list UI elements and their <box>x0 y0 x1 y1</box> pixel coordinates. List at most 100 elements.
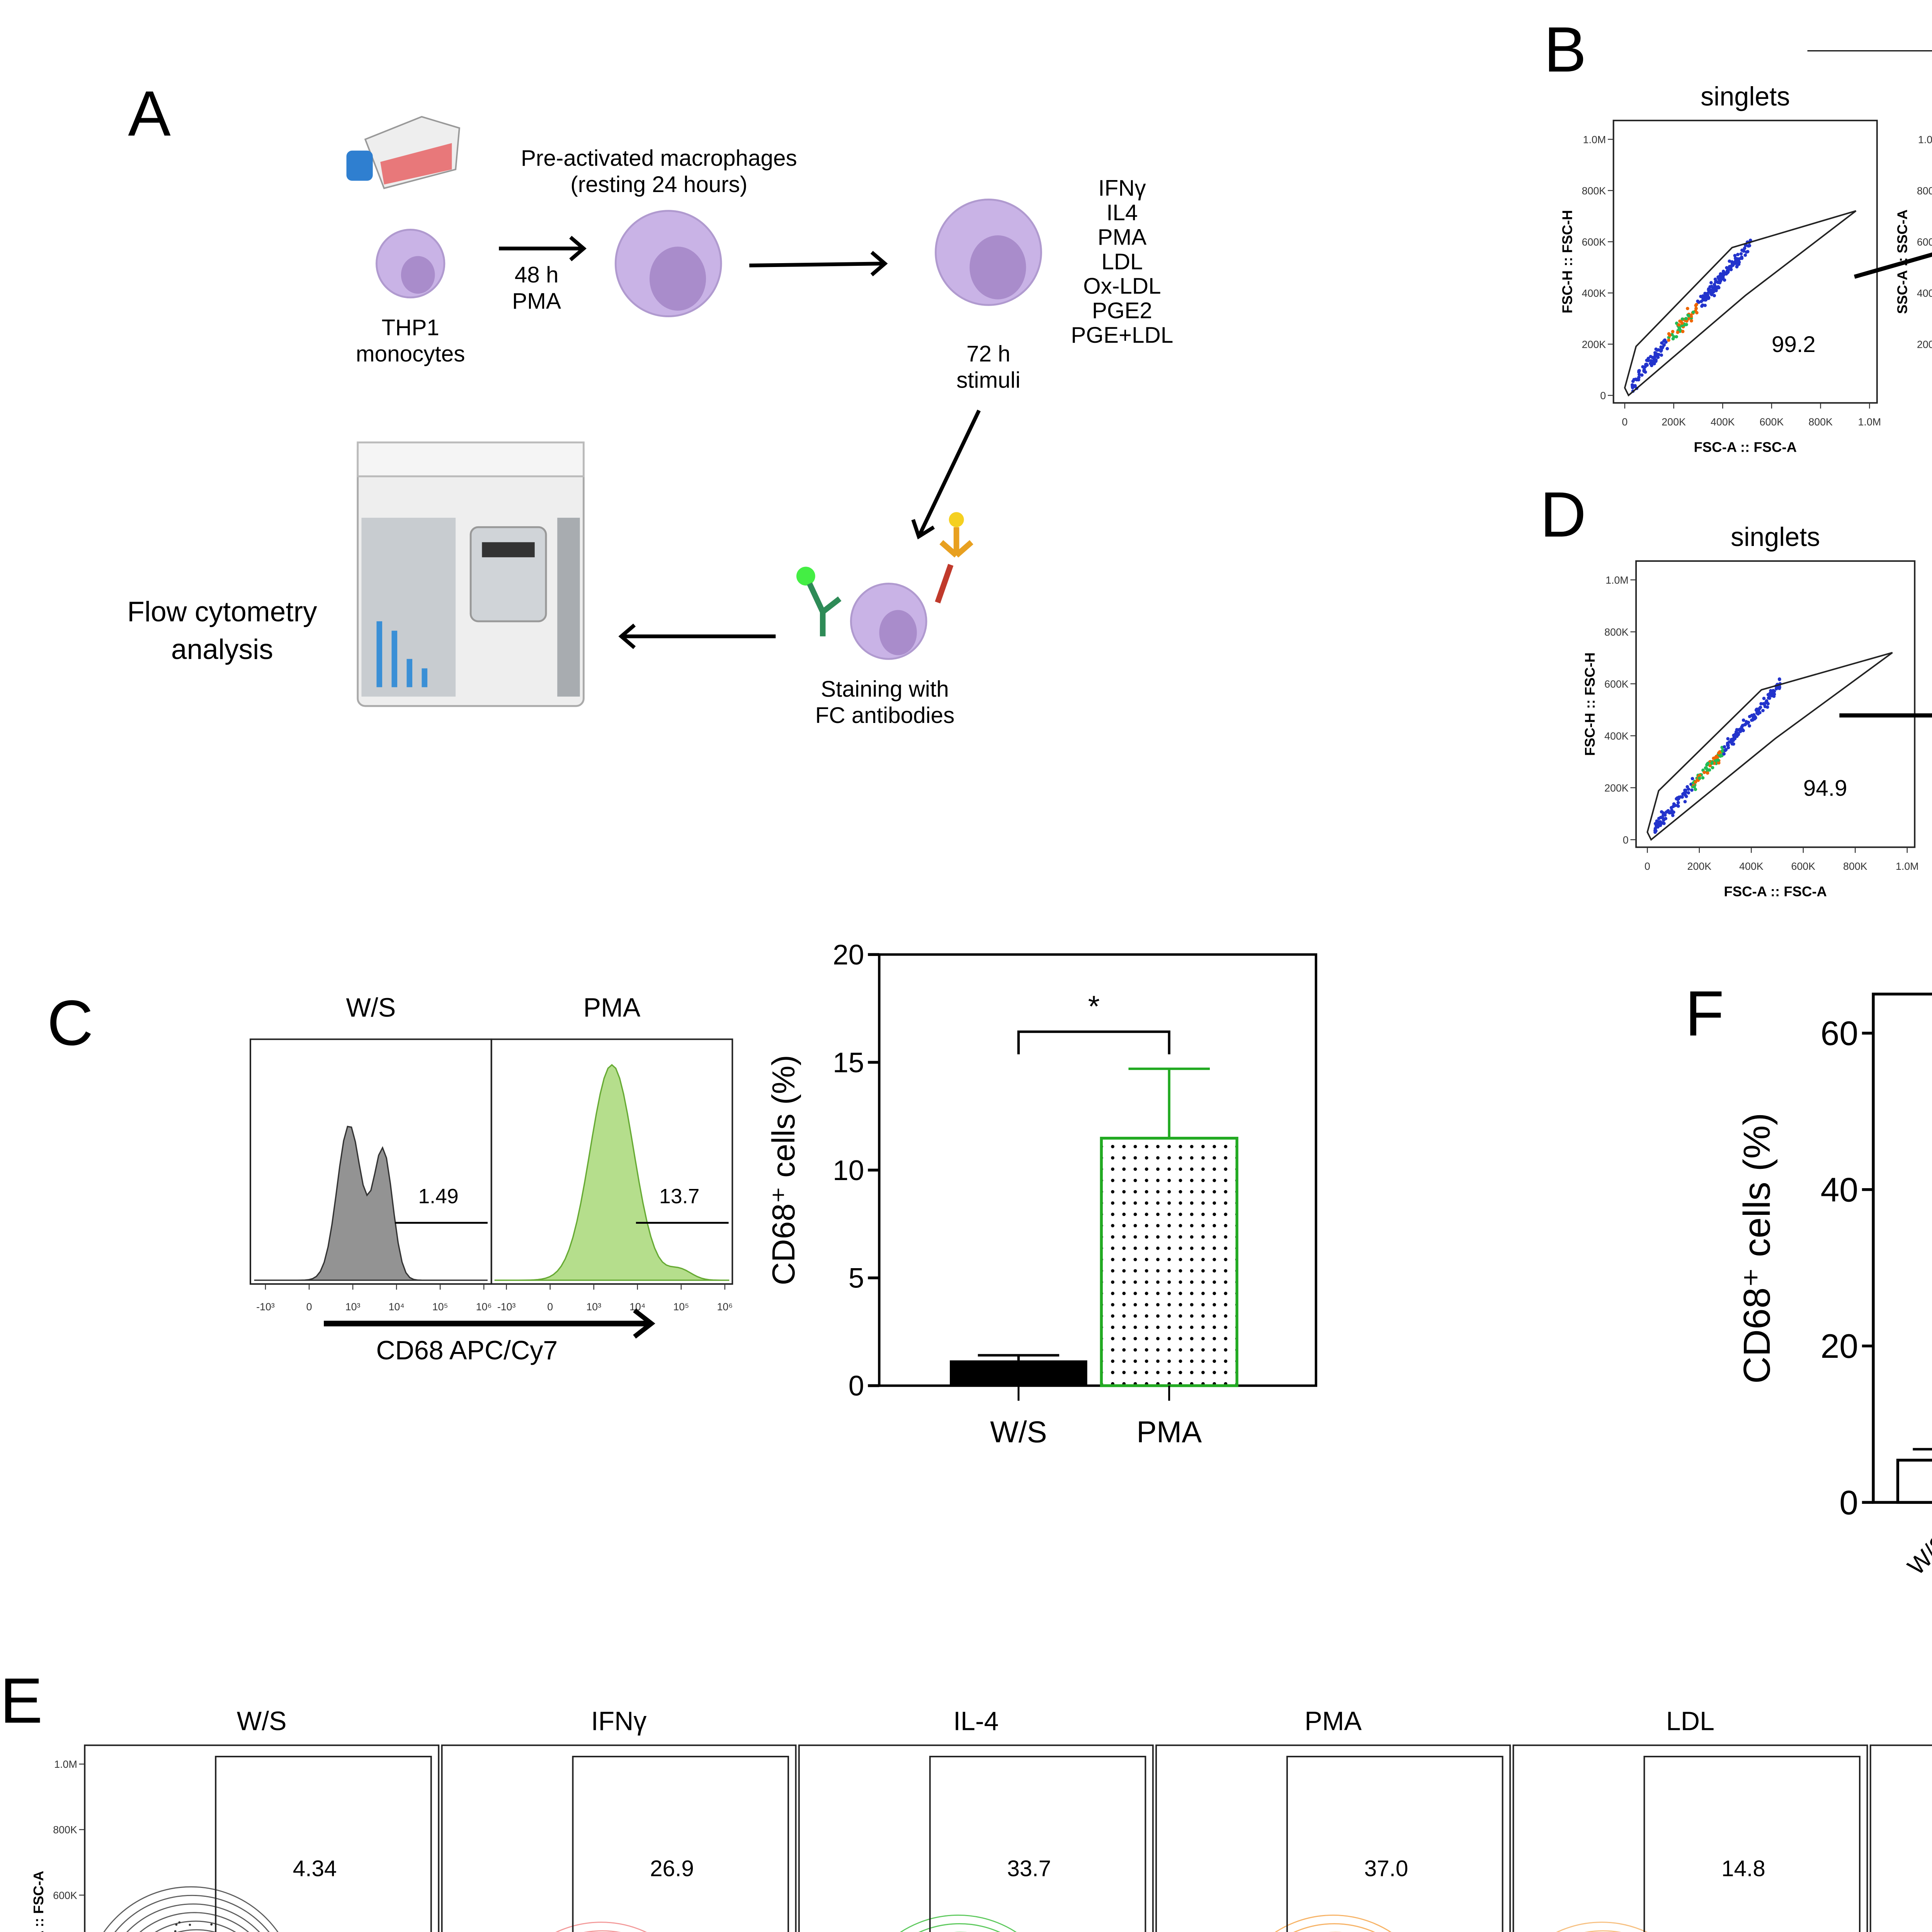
plot-title: LDL <box>1666 1707 1714 1736</box>
category-label: W/S <box>1903 1529 1932 1580</box>
contour-line <box>1906 1922 1932 1932</box>
plot-events <box>900 1915 1017 1932</box>
contour-line <box>155 1920 236 1932</box>
contour-line <box>555 1922 647 1932</box>
stimulus-item: Ox-LDL <box>1083 274 1161 299</box>
event-dot <box>1742 718 1745 722</box>
event-dot <box>1743 723 1747 726</box>
event-dot <box>1726 746 1730 750</box>
analysis-label: analysis <box>171 634 273 665</box>
x-tick-label: 10⁵ <box>432 1301 448 1313</box>
plot-title: PMA <box>1304 1707 1362 1736</box>
histogram-curve <box>495 1064 730 1281</box>
x-tick-label: 1.0M <box>1858 416 1881 428</box>
y-tick-label: 1.0M <box>54 1759 77 1770</box>
event-dot <box>1777 687 1781 690</box>
panel-label-f: F <box>1685 978 1724 1049</box>
event-dot <box>1631 385 1634 389</box>
x-axis-label: FSC-A :: FSC-A <box>1694 439 1797 455</box>
gate-percentage: 13.7 <box>659 1185 699 1208</box>
plot-frame <box>798 1744 1154 1932</box>
event-dot <box>1717 761 1721 765</box>
pma-label: PMA <box>512 289 561 314</box>
event-dot <box>1723 745 1726 749</box>
panel-label-d: D <box>1540 479 1587 551</box>
event-dot <box>1726 743 1730 747</box>
event-dot <box>1723 278 1726 282</box>
x-tick-label: 200K <box>1687 861 1712 872</box>
significance-marker: * <box>1088 989 1100 1023</box>
y-tick-label: 40 <box>1821 1171 1859 1209</box>
arrow-icon <box>1839 713 1932 718</box>
event-dot <box>1717 751 1721 755</box>
staining-label: Staining with <box>821 677 949 702</box>
event-dot <box>1702 770 1706 774</box>
flow-cytometer-icon <box>357 441 585 707</box>
event-dot <box>1710 284 1713 288</box>
contour-line <box>103 1886 279 1932</box>
event-dot <box>1687 314 1690 318</box>
contour-line <box>918 1923 1001 1932</box>
contour-line <box>126 1903 260 1932</box>
panel-c: C W/S 1.49 -10³ 0 10³ 10⁴ 10⁵ 10⁶ PMA 13.7 -10³ 0 10… <box>47 939 1317 1449</box>
gate-percentage: 1.49 <box>418 1185 458 1208</box>
event-dot <box>1711 766 1714 770</box>
antibody-icon <box>796 512 973 636</box>
event-dot <box>1652 358 1656 362</box>
contour-line <box>583 1930 621 1932</box>
event-dot <box>1680 321 1684 325</box>
event-dot <box>1683 800 1687 804</box>
y-tick-label: 800K <box>53 1824 77 1836</box>
y-tick-label: 1.0M <box>1605 574 1629 586</box>
y-axis-label: FSC-H :: FSC-H <box>1559 210 1575 313</box>
event-dot <box>1761 709 1765 713</box>
event-dot <box>1736 253 1740 257</box>
event-dot <box>1713 294 1716 298</box>
event-dot <box>1677 323 1681 327</box>
event-dot <box>1690 777 1694 781</box>
arrow-icon <box>1854 252 1932 279</box>
flow-plot: IL-4-10³010³10⁴10⁵10⁶33.7 <box>798 1707 1154 1932</box>
event-dot <box>1762 697 1766 700</box>
event-dot <box>1691 310 1695 314</box>
event-dot <box>1697 776 1701 780</box>
y-axis-label: CD68⁺ cells (%) <box>765 1055 801 1285</box>
event-dot <box>1743 247 1747 250</box>
x-tick-label: 10³ <box>345 1301 361 1313</box>
significance-bracket <box>1017 1030 1170 1054</box>
plot-title: singlets <box>1701 82 1790 111</box>
event-dot <box>1632 378 1636 381</box>
fc-antibodies-label: FC antibodies <box>815 703 955 728</box>
event-dot <box>1741 728 1745 732</box>
event-dot <box>1657 824 1661 828</box>
event-dot <box>1637 369 1641 373</box>
stimulus-item: PGE2 <box>1092 298 1152 323</box>
y-tick-label: 10 <box>833 1155 864 1186</box>
event-dot <box>1728 265 1731 269</box>
x-tick-label: 10⁶ <box>476 1301 492 1313</box>
stained-cell-icon <box>850 583 927 660</box>
event-dot <box>1659 349 1663 353</box>
y-tick-label: 1.0M <box>1918 134 1932 145</box>
event-dot <box>1646 359 1650 362</box>
y-tick-label: 200K <box>1582 338 1606 350</box>
event-dot <box>1680 795 1684 799</box>
x-tick-label: 0 <box>306 1301 312 1313</box>
plot-frame <box>1155 1744 1511 1932</box>
y-tick-label: 5 <box>849 1263 864 1294</box>
event-dot <box>1676 330 1680 334</box>
event-dot <box>1748 244 1752 247</box>
event-dot <box>1704 294 1708 298</box>
flow-plot: PMA-10³010³10⁴10⁵10⁶37.0 <box>1155 1707 1511 1932</box>
event-dot <box>1640 373 1644 377</box>
event-dot <box>1671 337 1675 340</box>
event-dot <box>1660 353 1663 357</box>
event-dot <box>1683 793 1687 796</box>
stimulus-item: IL4 <box>1106 200 1138 225</box>
event-dot <box>1706 771 1709 775</box>
event-dot <box>1715 755 1719 759</box>
